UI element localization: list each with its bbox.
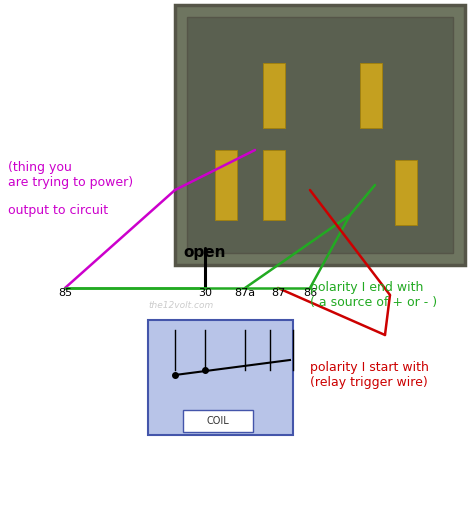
Text: polarity I end with
( a source of + or - ): polarity I end with ( a source of + or -… (310, 281, 437, 309)
Text: the12volt.com: the12volt.com (148, 300, 213, 309)
Text: 86: 86 (303, 288, 317, 298)
Text: 87: 87 (271, 288, 285, 298)
Text: (thing you
are trying to power): (thing you are trying to power) (8, 161, 133, 189)
Text: output to circuit: output to circuit (8, 204, 108, 216)
Text: open: open (184, 245, 226, 260)
Text: polarity I start with
(relay trigger wire): polarity I start with (relay trigger wir… (310, 361, 429, 389)
Text: COIL: COIL (207, 416, 229, 426)
Text: 85: 85 (58, 288, 72, 298)
Bar (148, 320, 293, 435)
Text: 30: 30 (198, 288, 212, 298)
Bar (263, 63, 285, 128)
Bar (360, 63, 382, 128)
Bar (263, 150, 285, 220)
Bar (183, 410, 253, 432)
Bar (175, 5, 465, 265)
Bar (395, 160, 417, 225)
Bar (187, 17, 453, 253)
Bar (215, 150, 237, 220)
Text: 87a: 87a (235, 288, 255, 298)
